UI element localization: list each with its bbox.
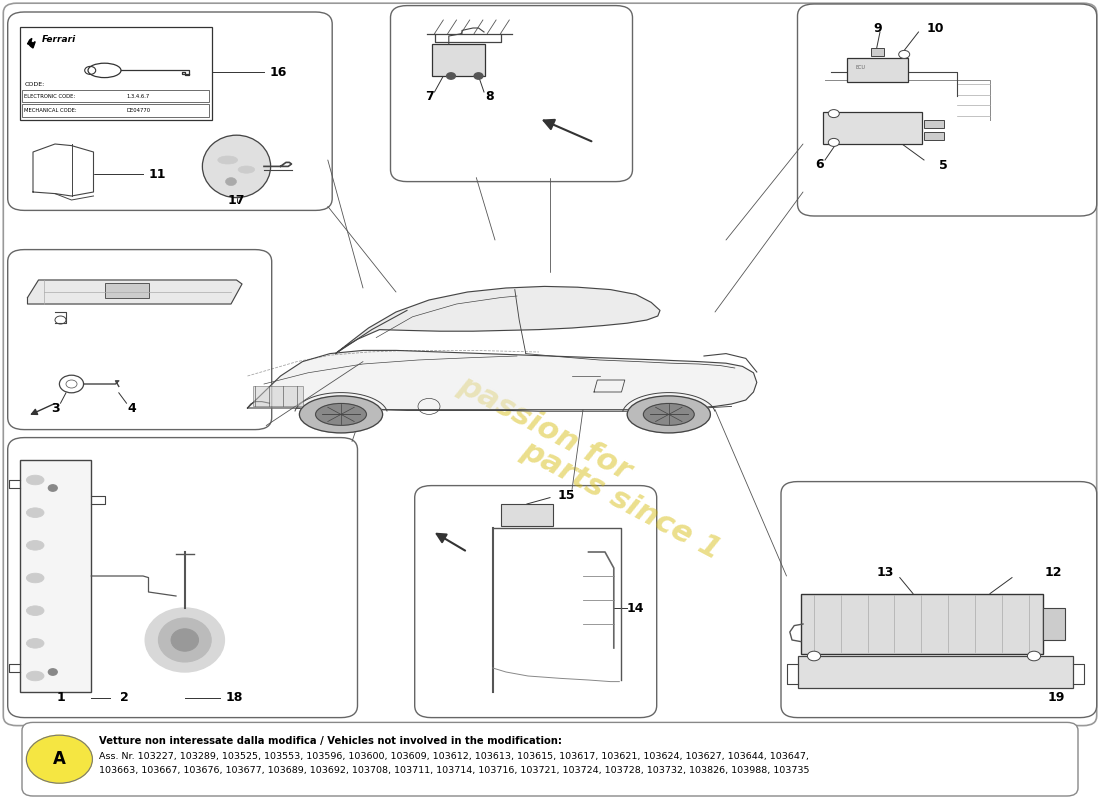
FancyBboxPatch shape [3, 3, 1097, 726]
Text: 10: 10 [926, 22, 944, 35]
Text: 12: 12 [1045, 566, 1063, 578]
Text: ELECTRONIC CODE:: ELECTRONIC CODE: [24, 94, 75, 98]
Text: 15: 15 [558, 489, 575, 502]
Circle shape [828, 110, 839, 118]
Polygon shape [33, 144, 94, 196]
Text: 6: 6 [815, 158, 824, 171]
Text: 3: 3 [51, 402, 59, 414]
Text: Vetture non interessate dalla modifica / Vehicles not involved in the modificati: Vetture non interessate dalla modifica /… [99, 736, 562, 746]
Text: 19: 19 [1047, 691, 1065, 704]
Circle shape [807, 651, 821, 661]
FancyBboxPatch shape [22, 722, 1078, 796]
Ellipse shape [172, 629, 199, 651]
Ellipse shape [238, 166, 255, 174]
FancyBboxPatch shape [390, 6, 632, 182]
Bar [924, 120, 944, 128]
FancyBboxPatch shape [798, 4, 1097, 216]
Circle shape [474, 73, 483, 79]
Text: A: A [53, 750, 66, 768]
Ellipse shape [26, 475, 44, 485]
Ellipse shape [145, 608, 224, 672]
Text: CODE:: CODE: [24, 82, 44, 86]
Text: 18: 18 [226, 691, 243, 704]
Circle shape [26, 735, 92, 783]
Bar [432, 44, 485, 76]
Text: 5: 5 [939, 159, 948, 172]
Bar [924, 132, 944, 140]
Text: Ass. Nr. 103227, 103289, 103525, 103553, 103596, 103600, 103609, 103612, 103613,: Ass. Nr. 103227, 103289, 103525, 103553,… [99, 752, 808, 761]
Polygon shape [28, 38, 35, 48]
Ellipse shape [26, 606, 44, 615]
Ellipse shape [26, 671, 44, 681]
Circle shape [447, 73, 455, 79]
Polygon shape [248, 350, 757, 411]
Text: 9: 9 [873, 22, 882, 35]
Text: 8: 8 [485, 90, 494, 103]
Text: MECHANICAL CODE:: MECHANICAL CODE: [24, 108, 77, 113]
Text: 17: 17 [228, 194, 245, 207]
Text: 4: 4 [128, 402, 136, 414]
Bar [20, 27, 212, 120]
Polygon shape [28, 280, 242, 304]
Ellipse shape [26, 638, 44, 648]
Bar [847, 58, 907, 82]
Text: 2: 2 [120, 691, 129, 704]
Text: passion for: passion for [453, 370, 636, 486]
Ellipse shape [299, 396, 383, 433]
Text: parts since 1: parts since 1 [517, 435, 726, 565]
FancyBboxPatch shape [8, 250, 272, 430]
Ellipse shape [158, 618, 211, 662]
Ellipse shape [316, 403, 366, 426]
Bar [801, 594, 1043, 654]
Ellipse shape [202, 135, 271, 198]
Text: 103663, 103667, 103676, 103677, 103689, 103692, 103708, 103711, 103714, 103716, : 103663, 103667, 103676, 103677, 103689, … [99, 766, 810, 775]
Bar [823, 112, 922, 144]
Circle shape [48, 485, 57, 491]
Ellipse shape [26, 541, 44, 550]
FancyBboxPatch shape [415, 486, 657, 718]
Bar [798, 656, 1072, 688]
Text: 13: 13 [877, 566, 894, 578]
Ellipse shape [26, 573, 44, 582]
Bar [104, 283, 148, 298]
Bar [1043, 608, 1065, 640]
Circle shape [828, 138, 839, 146]
Polygon shape [336, 286, 660, 354]
Text: 11: 11 [148, 168, 166, 181]
Circle shape [1027, 651, 1041, 661]
FancyBboxPatch shape [8, 12, 332, 210]
Text: DE04770: DE04770 [126, 108, 151, 113]
Text: Ferrari: Ferrari [42, 34, 76, 44]
Ellipse shape [218, 156, 238, 164]
FancyBboxPatch shape [781, 482, 1097, 718]
FancyBboxPatch shape [8, 438, 358, 718]
Text: 1: 1 [56, 691, 65, 704]
Text: 14: 14 [627, 602, 645, 614]
Text: 7: 7 [425, 90, 433, 103]
Ellipse shape [26, 508, 44, 518]
Bar [500, 504, 553, 526]
Circle shape [899, 50, 910, 58]
Text: 16: 16 [270, 66, 287, 78]
Text: ECU: ECU [856, 65, 866, 70]
Circle shape [226, 178, 236, 186]
Bar [20, 460, 91, 692]
Ellipse shape [644, 403, 694, 426]
Bar [871, 48, 884, 56]
Bar [253, 386, 302, 406]
Ellipse shape [627, 396, 711, 433]
Text: 1.3.4.6.7: 1.3.4.6.7 [126, 94, 150, 98]
Circle shape [48, 669, 57, 675]
Bar [22, 104, 209, 117]
Bar [22, 90, 209, 102]
